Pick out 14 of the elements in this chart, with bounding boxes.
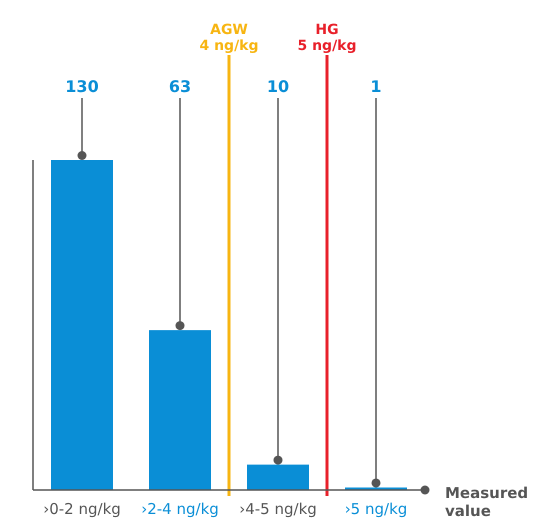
ref-line-label: HG 5 ng/kg [297,22,357,54]
x-tick-label: ›5 ng/kg [344,500,408,518]
data-label: 10 [266,77,290,96]
data-label: 1 [370,77,382,96]
data-label: 63 [168,77,192,96]
x-tick-label: ›2-4 ng/kg [141,500,219,518]
x-tick-label: ›0-2 ng/kg [43,500,121,518]
data-label: 130 [65,77,99,96]
bar [149,330,211,490]
x-axis-title: Measured value [445,484,528,520]
bar [51,160,113,490]
bar [247,464,309,490]
x-tick-label: ›4-5 ng/kg [239,500,317,518]
ref-line-label: AGW 4 ng/kg [199,22,259,54]
